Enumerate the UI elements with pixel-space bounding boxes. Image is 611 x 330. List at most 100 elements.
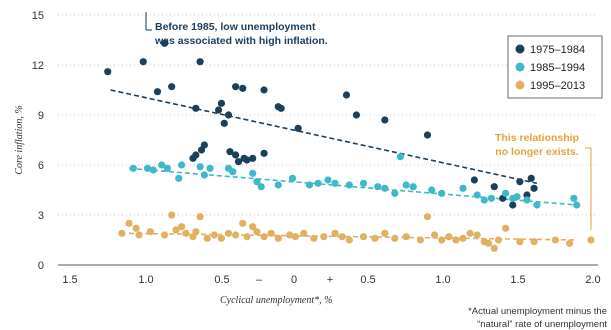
footnote: *Actual unemployment minus the “natural”… [468, 306, 607, 330]
x-tick-label: 0.5 [214, 274, 229, 286]
data-point [277, 104, 285, 112]
data-point [320, 233, 328, 241]
data-point [352, 111, 361, 119]
data-point [502, 189, 510, 197]
data-point [224, 229, 233, 237]
data-point [473, 231, 481, 239]
data-point [570, 194, 578, 202]
data-point [135, 231, 143, 239]
data-point [438, 236, 446, 244]
tick-labels: 0 3 6 9 12 15 1.5 1.0 0.5 – 0 +0.5 1.0 1.5 2.0 [32, 10, 601, 286]
data-point [300, 229, 308, 237]
data-point [314, 179, 322, 187]
data-point [210, 231, 218, 239]
data-point [523, 196, 531, 204]
data-point [168, 211, 176, 219]
data-points [104, 39, 595, 252]
data-point [473, 191, 481, 199]
data-point [294, 124, 302, 132]
data-point [374, 183, 382, 191]
data-point [178, 223, 186, 231]
data-point [158, 161, 166, 169]
annotation-no-longer-exists: This relationship no longer exists. [495, 132, 592, 230]
data-point [310, 234, 318, 242]
x-axis-label: Cyclical unemployment*, % [220, 295, 332, 306]
y-tick-label: 12 [32, 60, 44, 72]
data-point [345, 236, 353, 244]
data-point [153, 88, 162, 96]
data-point [274, 181, 282, 189]
data-point [217, 99, 226, 107]
data-point [224, 111, 233, 119]
data-point [189, 154, 197, 162]
data-point [160, 231, 169, 239]
data-point [260, 149, 268, 157]
legend-entry-label: 1975–1984 [530, 44, 585, 56]
data-point [214, 106, 223, 114]
data-point [129, 164, 137, 172]
data-point [182, 229, 190, 237]
data-point [160, 39, 169, 47]
data-point [331, 179, 339, 187]
data-point [523, 191, 531, 199]
data-point [172, 226, 180, 234]
data-point [480, 196, 488, 204]
data-point [232, 151, 240, 159]
data-point [551, 236, 559, 244]
data-point [168, 83, 176, 91]
data-point [267, 229, 275, 237]
data-point [530, 184, 538, 192]
data-point [220, 119, 228, 127]
legend-entry-label: 1995–2013 [530, 80, 585, 92]
data-point [345, 181, 353, 189]
data-point [459, 184, 467, 192]
y-tick-label: 9 [38, 110, 44, 122]
annotation-before-1985-line-1: Before 1985, low unemployment [155, 21, 316, 33]
data-point [533, 201, 541, 209]
data-point [175, 174, 183, 182]
data-point [192, 228, 200, 236]
data-point [423, 213, 432, 221]
data-point [286, 231, 294, 239]
data-point [342, 91, 351, 99]
data-point [239, 219, 247, 227]
trend-line [129, 232, 577, 241]
data-point [203, 234, 211, 242]
data-point [513, 193, 521, 201]
data-point [146, 228, 154, 236]
annotation-before-1985: Before 1985, low unemployment was associ… [145, 12, 328, 47]
data-point [192, 104, 200, 112]
data-point [359, 233, 368, 241]
data-point [430, 231, 439, 239]
data-point [470, 176, 478, 184]
data-point [587, 236, 595, 244]
x-tick-label: 1.5 [62, 274, 77, 286]
legend-marker [515, 44, 525, 54]
x-tick-label: 1.0 [138, 274, 153, 286]
data-point [249, 223, 257, 231]
data-point [490, 183, 498, 191]
x-tick-label: 0 [291, 274, 297, 286]
legend-marker [515, 62, 525, 72]
data-point [396, 153, 405, 161]
data-point [359, 179, 368, 187]
data-point [428, 186, 436, 194]
data-point [324, 176, 332, 184]
data-point [243, 156, 251, 164]
data-point [381, 184, 389, 192]
data-point [253, 228, 261, 236]
x-tick-label: 1.5 [510, 274, 525, 286]
data-point [291, 233, 299, 241]
data-point [206, 164, 214, 172]
data-point [494, 236, 503, 244]
data-point [381, 116, 389, 124]
data-point [239, 84, 247, 92]
data-point [371, 234, 379, 242]
data-point [565, 239, 574, 247]
data-point [466, 229, 474, 237]
annotation-no-longer-exists-line-1: This relationship [495, 132, 579, 144]
legend-marker [515, 80, 525, 90]
data-point [516, 238, 524, 246]
data-point [249, 154, 257, 162]
